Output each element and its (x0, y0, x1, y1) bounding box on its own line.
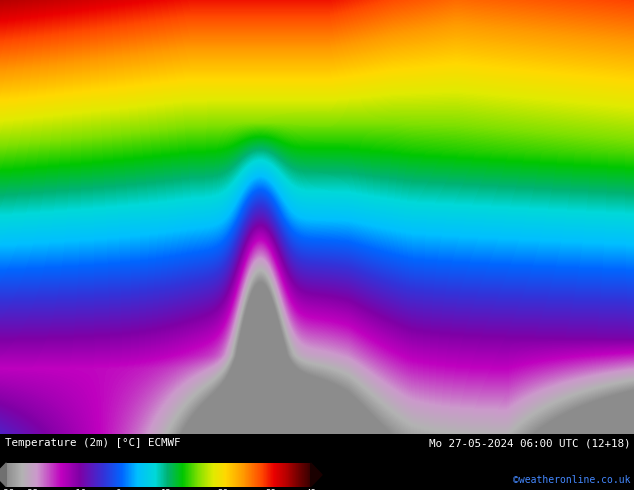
Text: 38: 38 (265, 489, 276, 490)
Text: ©weatheronline.co.uk: ©weatheronline.co.uk (514, 475, 631, 486)
Text: Mo 27-05-2024 06:00 UTC (12+18): Mo 27-05-2024 06:00 UTC (12+18) (429, 438, 631, 448)
Polygon shape (311, 463, 322, 487)
Text: Temperature (2m) [°C] ECMWF: Temperature (2m) [°C] ECMWF (5, 438, 181, 448)
Text: 48: 48 (306, 489, 316, 490)
Text: 0: 0 (116, 489, 121, 490)
Polygon shape (0, 463, 6, 487)
Text: 12: 12 (161, 489, 172, 490)
Text: 26: 26 (217, 489, 228, 490)
Text: -28: -28 (0, 489, 15, 490)
Text: -10: -10 (70, 489, 86, 490)
Text: -22: -22 (22, 489, 39, 490)
